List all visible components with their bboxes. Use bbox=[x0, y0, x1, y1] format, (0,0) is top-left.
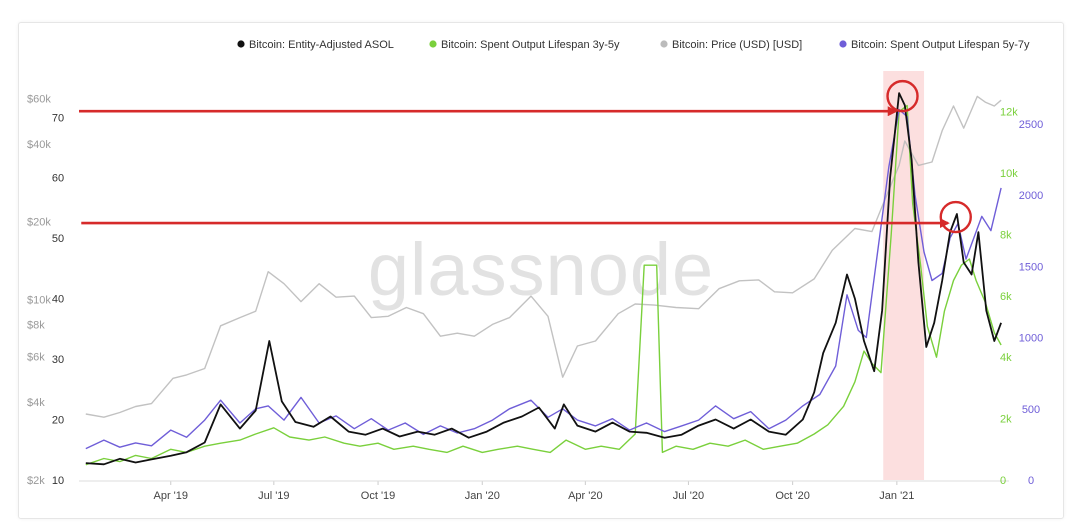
lifespan-5y7y-tick-label: 1000 bbox=[1019, 333, 1043, 345]
x-tick-label: Jul '19 bbox=[258, 490, 289, 502]
annotation-circle bbox=[939, 200, 972, 234]
lifespan-3y5y-tick-label: 6k bbox=[1000, 291, 1012, 303]
legend-label: Bitcoin: Spent Output Lifespan 3y-5y bbox=[441, 39, 620, 51]
price-tick-label: $4k bbox=[27, 397, 45, 409]
x-tick-label: Oct '19 bbox=[361, 490, 396, 502]
x-tick-label: Jan '20 bbox=[465, 490, 500, 502]
price-tick-label: $40k bbox=[27, 139, 51, 151]
price-tick-label: $60k bbox=[27, 93, 51, 105]
annotations bbox=[79, 79, 972, 234]
watermark: glassnode bbox=[368, 228, 714, 311]
asol-tick-label: 70 bbox=[52, 112, 64, 124]
x-tick-label: Jan '21 bbox=[879, 490, 914, 502]
x-tick-label: Apr '19 bbox=[153, 490, 188, 502]
lifespan-3y5y-tick-label: 10k bbox=[1000, 168, 1018, 180]
lifespan-3y5y-tick-label: 12k bbox=[1000, 107, 1018, 119]
asol-tick-label: 50 bbox=[52, 233, 64, 245]
lifespan-3y5y-tick-label: 0 bbox=[1000, 475, 1006, 487]
lifespan-5y7y-tick-label: 1500 bbox=[1019, 261, 1043, 273]
legend-label: Bitcoin: Spent Output Lifespan 5y-7y bbox=[851, 39, 1030, 51]
asol-tick-label: 40 bbox=[52, 294, 64, 306]
legend-marker bbox=[660, 40, 668, 48]
chart-card: glassnode Bitcoin: Entity-Adjusted ASOL B… bbox=[18, 22, 1064, 519]
series-lines bbox=[85, 92, 1002, 466]
lifespan-5y7y-tick-label: 0 bbox=[1028, 475, 1034, 487]
x-tick-label: Apr '20 bbox=[568, 490, 603, 502]
legend-label: Bitcoin: Entity-Adjusted ASOL bbox=[249, 39, 394, 51]
highlight-band bbox=[883, 71, 925, 480]
lifespan-5y7y-tick-label: 2500 bbox=[1019, 119, 1043, 131]
x-tick-label: Jul '20 bbox=[673, 490, 704, 502]
lifespan-5y7y-tick-label: 2000 bbox=[1019, 190, 1043, 202]
asol-tick-label: 60 bbox=[52, 173, 64, 185]
lifespan-5y7y-tick-label: 500 bbox=[1022, 404, 1040, 416]
price-tick-label: $10k bbox=[27, 294, 51, 306]
price-tick-label: $2k bbox=[27, 475, 45, 487]
axes: Apr '19 Jul '19 Oct '19 Jan '20 Apr '20 Jul '… bbox=[27, 93, 1043, 502]
lifespan-3y5y-tick-label: 4k bbox=[1000, 352, 1012, 364]
asol-line bbox=[85, 92, 1002, 466]
asol-tick-label: 20 bbox=[52, 415, 64, 427]
legend: Bitcoin: Entity-Adjusted ASOL Bitcoin: Sp… bbox=[237, 39, 1030, 51]
annotation-circle bbox=[886, 79, 919, 113]
asol-tick-label: 30 bbox=[52, 354, 64, 366]
price-tick-label: $8k bbox=[27, 319, 45, 331]
legend-label: Bitcoin: Price (USD) [USD] bbox=[672, 39, 802, 51]
price-tick-label: $6k bbox=[27, 352, 45, 364]
price-tick-label: $20k bbox=[27, 217, 51, 229]
asol-tick-label: 10 bbox=[52, 475, 64, 487]
lifespan-3y5y-tick-label: 2k bbox=[1000, 414, 1012, 426]
price-line bbox=[85, 95, 1002, 418]
lifespan-3y5y-tick-label: 8k bbox=[1000, 229, 1012, 241]
x-tick-label: Oct '20 bbox=[775, 490, 810, 502]
legend-marker bbox=[237, 40, 245, 48]
legend-marker bbox=[429, 40, 437, 48]
lifespan-3y5y-line bbox=[85, 104, 1002, 466]
chart-svg: glassnode Bitcoin: Entity-Adjusted ASOL B… bbox=[27, 39, 1043, 502]
legend-marker bbox=[839, 40, 847, 48]
